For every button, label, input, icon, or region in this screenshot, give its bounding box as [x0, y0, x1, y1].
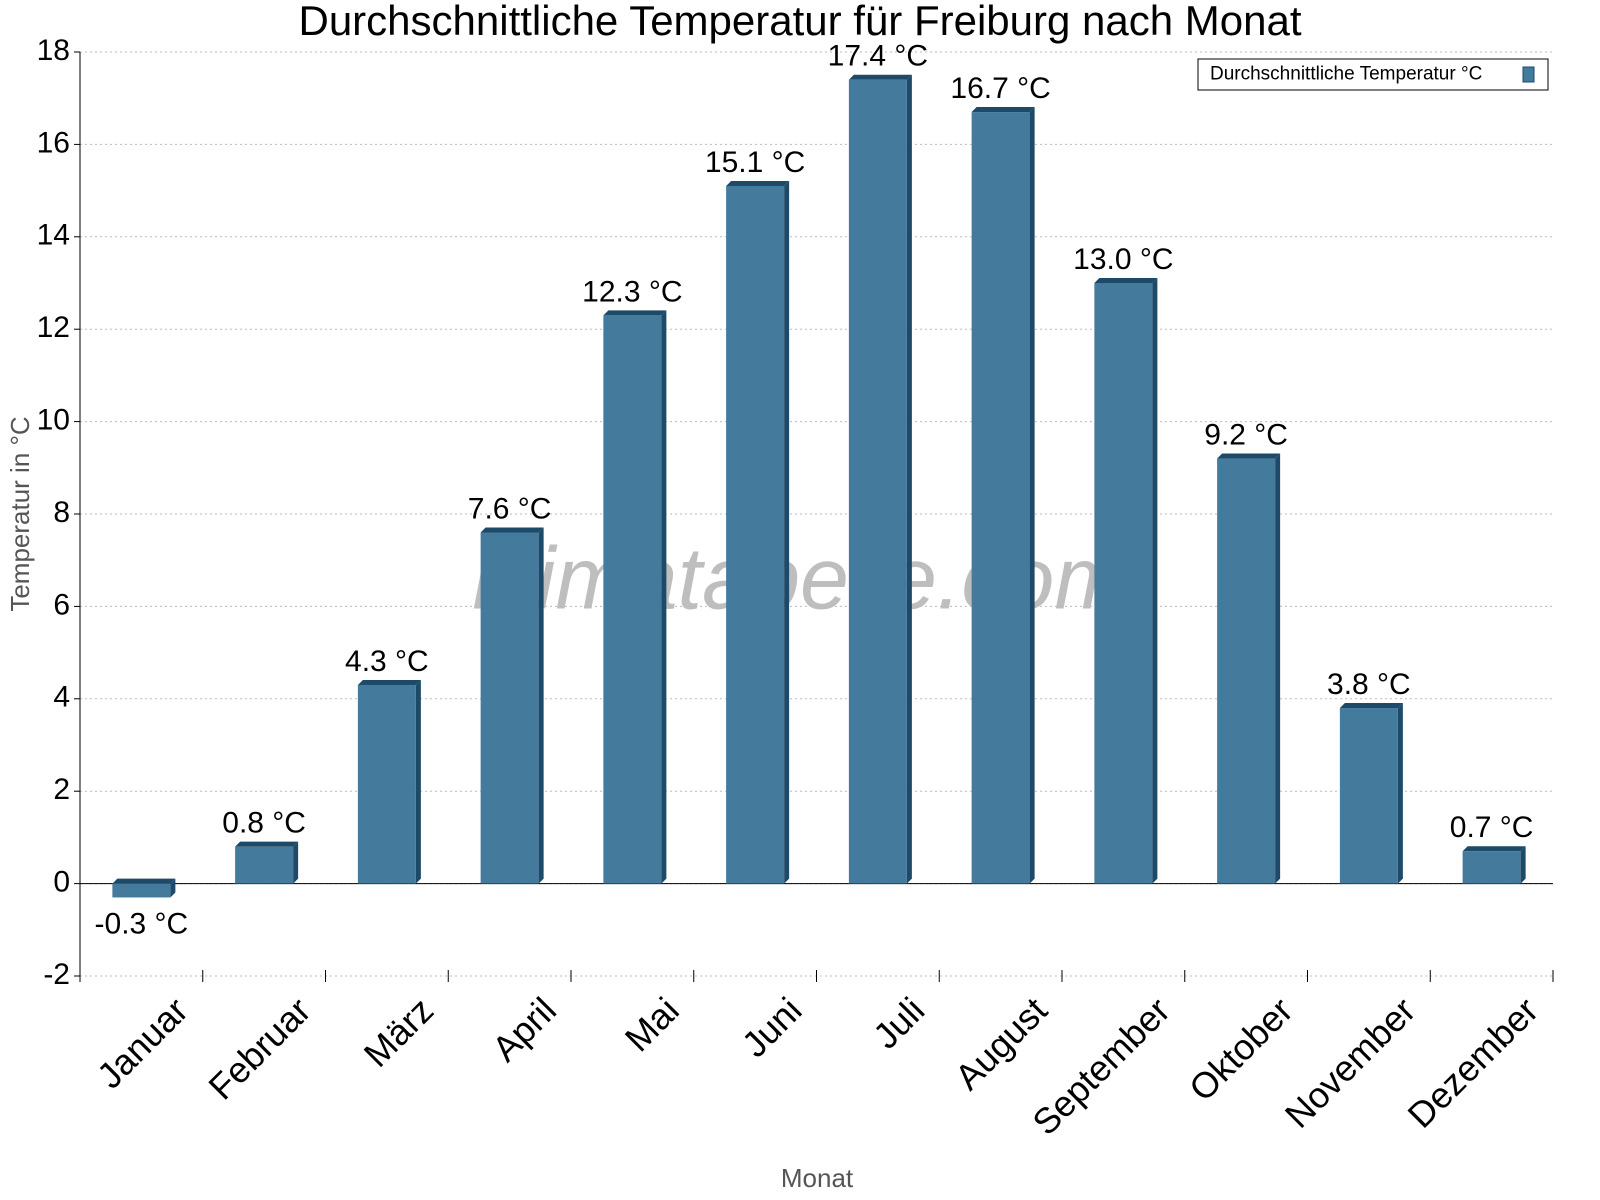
value-label: 3.8 °C [1327, 668, 1411, 701]
bar-depth [1520, 846, 1526, 884]
legend-box [1197, 58, 1549, 91]
bar-depth [1217, 453, 1281, 459]
bar-depth [170, 878, 176, 898]
bar-depth [357, 679, 421, 685]
y-tick-label: 12 [37, 311, 70, 344]
bar-depth [1275, 453, 1281, 884]
x-tick-label: Mai [617, 989, 687, 1059]
bar-depth [661, 310, 667, 884]
bar [726, 185, 785, 884]
x-axis-label: Monat [781, 1163, 854, 1193]
y-tick-label: 10 [37, 404, 70, 437]
x-tick-label: Januar [89, 989, 196, 1096]
x-tick-label: März [356, 989, 442, 1075]
value-label: 13.0 °C [1073, 243, 1173, 276]
bar-depth [112, 878, 176, 884]
y-tick-label: 0 [53, 866, 70, 899]
bar-depth [1462, 846, 1526, 852]
y-tick-label: 8 [53, 496, 70, 529]
value-label: 12.3 °C [582, 275, 682, 308]
bar-depth [1029, 107, 1035, 884]
y-tick-label: 14 [37, 219, 70, 252]
bar-depth [415, 679, 421, 884]
bar-depth [480, 527, 544, 533]
bar-depth [235, 841, 299, 847]
bar [971, 112, 1030, 884]
legend-swatch [1522, 66, 1535, 83]
y-tick-label: 2 [53, 773, 70, 806]
bar-depth [726, 180, 790, 186]
bar [1094, 283, 1153, 884]
bar-depth [971, 107, 1035, 113]
bar-depth [1339, 703, 1403, 709]
y-tick-label: 6 [53, 588, 70, 621]
bar [603, 315, 662, 884]
value-label: 4.3 °C [345, 645, 429, 678]
x-tick-label: November [1277, 989, 1423, 1135]
x-tick-label: Oktober [1181, 989, 1301, 1109]
y-axis-label: Temperatur in °C [5, 416, 35, 611]
value-label: 15.1 °C [705, 146, 805, 179]
bar-depth [906, 74, 912, 884]
bar [1462, 851, 1521, 884]
bar [357, 684, 416, 884]
bar [1339, 708, 1398, 884]
y-tick-label: 16 [37, 126, 70, 159]
bar-depth [1094, 278, 1158, 283]
bar-depth [538, 527, 544, 884]
x-tick-label: April [484, 989, 564, 1069]
value-label: 9.2 °C [1204, 418, 1288, 451]
bar [1217, 458, 1276, 884]
x-tick-label: Dezember [1400, 989, 1546, 1135]
y-tick-label: 4 [53, 681, 70, 714]
bar [112, 883, 171, 898]
bar-depth [603, 310, 667, 316]
y-tick-label: 18 [37, 34, 70, 67]
legend-label: Durchschnittliche Temperatur °C [1210, 64, 1482, 85]
bar-depth [848, 74, 912, 80]
chart-title: Durchschnittliche Temperatur für Freibur… [298, 0, 1301, 44]
value-label: 7.6 °C [468, 492, 552, 525]
value-label: -0.3 °C [95, 907, 189, 940]
value-label: 0.7 °C [1450, 811, 1534, 844]
bar [235, 846, 294, 884]
value-label: 17.4 °C [828, 40, 928, 73]
x-tick-label: Februar [200, 989, 318, 1107]
value-label: 0.8 °C [222, 807, 306, 840]
bar-depth [1152, 278, 1158, 884]
x-tick-label: August [947, 989, 1055, 1097]
value-label: 16.7 °C [950, 72, 1050, 105]
y-tick-label: -2 [43, 958, 70, 991]
bar-depth [1397, 703, 1403, 884]
x-tick-label: Juli [865, 989, 932, 1056]
bar-depth [293, 841, 299, 884]
x-tick-label: Juni [734, 989, 810, 1065]
bar [480, 532, 539, 884]
bar-depth [784, 180, 790, 884]
bar [848, 79, 907, 884]
